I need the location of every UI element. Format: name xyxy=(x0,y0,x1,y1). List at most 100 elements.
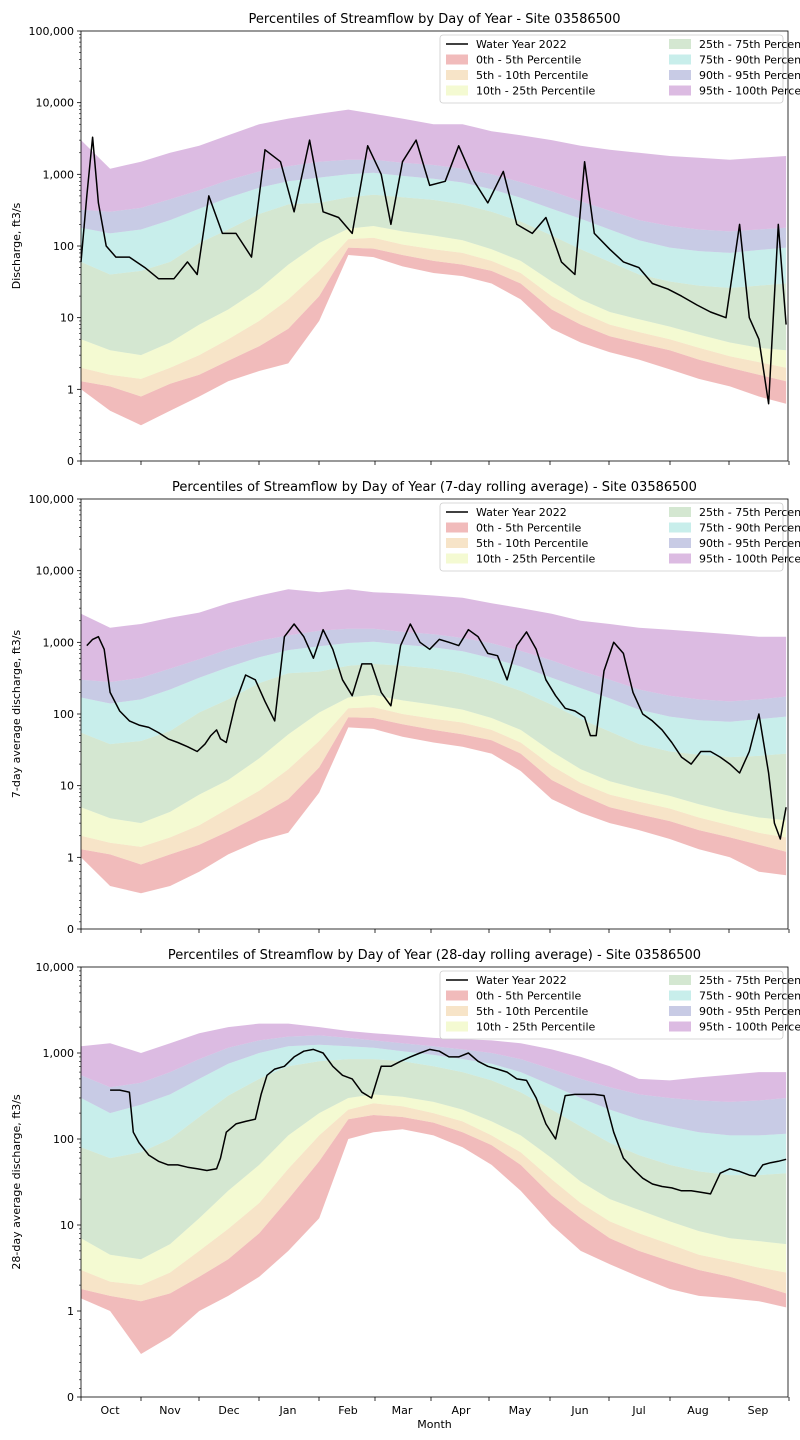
panel2-legend-label: 95th - 100th Percentile xyxy=(699,553,800,566)
panel3-x-tick-label: Jul xyxy=(631,1404,645,1417)
panel2-water-year-line xyxy=(86,623,787,840)
panel3-legend: Water Year 2022 0th - 5th Percentile 5th -… xyxy=(439,970,800,1040)
panel2-y-tick-label: 1,000 xyxy=(43,636,75,649)
panel1-legend-label: 0th - 5th Percentile xyxy=(476,54,582,67)
panel2-legend-label: 25th - 75th Percentile xyxy=(699,506,800,519)
panel3-x-tick-label: Dec xyxy=(218,1404,239,1417)
panel3-legend-swatch xyxy=(446,1021,468,1032)
panel3-legend-label: 90th - 95th Percentile xyxy=(699,1005,800,1018)
panel1-band-1 xyxy=(81,247,787,426)
panel2-legend-swatch xyxy=(446,522,468,533)
panel3-legend-label: 75th - 90th Percentile xyxy=(699,990,800,1003)
panel3-y-tick-label: 0 xyxy=(67,1391,74,1404)
panel2-y-tick-label: 1 xyxy=(67,851,74,864)
panel1-legend: Water Year 2022 0th - 5th Percentile 5th -… xyxy=(439,34,800,104)
panel1-legend-label: 75th - 90th Percentile xyxy=(699,54,800,67)
panel2-legend-box xyxy=(439,502,784,572)
panel2-legend-swatch xyxy=(669,553,691,564)
panel1-title: Percentiles of Streamflow by Day of Year… xyxy=(249,12,621,27)
panel2-legend-swatch xyxy=(669,507,691,517)
panel3-legend-label: 25th - 75th Percentile xyxy=(699,974,800,987)
panel3-band-1 xyxy=(81,1115,787,1354)
panel2-y-tick-label: 0 xyxy=(67,923,74,936)
panel3-x-tick-label: Oct xyxy=(100,1404,120,1417)
panel1-legend-swatch xyxy=(669,70,691,80)
panel1-legend-label: Water Year 2022 xyxy=(476,38,567,51)
panel3-plot: Percentiles of Streamflow by Day of Year… xyxy=(10,948,800,1431)
panel1-y-tick-label: 0 xyxy=(67,455,74,468)
panel1-legend-swatch xyxy=(446,85,468,96)
panel1-y-tick-label: 100,000 xyxy=(29,25,75,38)
panel3-band-3 xyxy=(81,1094,787,1286)
panel1-legend-box xyxy=(439,34,784,104)
panel3-legend-label: Water Year 2022 xyxy=(476,974,567,987)
panel3-x-tick-label: Jan xyxy=(279,1404,297,1417)
panel2-legend-label: 10th - 25th Percentile xyxy=(476,553,596,566)
panel2-legend-label: 0th - 5th Percentile xyxy=(476,522,582,535)
panel3-y-axis-label: 28-day average discharge, ft3/s xyxy=(10,1094,23,1270)
panel3-y-tick-label: 100 xyxy=(53,1133,74,1146)
panel1-band-6 xyxy=(81,159,787,253)
panel1-y-axis-label: Discharge, ft3/s xyxy=(10,202,23,289)
panel2-legend-swatch xyxy=(669,522,691,533)
panel3-legend-swatch xyxy=(669,975,691,985)
panel2-legend-label: 5th - 10th Percentile xyxy=(476,537,589,550)
panel1-legend-label: 10th - 25th Percentile xyxy=(476,85,596,98)
panel2-legend-swatch xyxy=(446,553,468,564)
panel2-band-4 xyxy=(81,663,787,824)
panel1-legend-label: 25th - 75th Percentile xyxy=(699,38,800,51)
panel1-plot: Percentiles of Streamflow by Day of Year… xyxy=(10,12,800,468)
panel3-x-tick-label: Apr xyxy=(451,1404,471,1417)
panel2-band-5 xyxy=(81,641,787,758)
panel3-legend-box xyxy=(439,970,784,1040)
panel3-legend-label: 0th - 5th Percentile xyxy=(476,990,582,1003)
panel1-legend-swatch xyxy=(669,85,691,96)
panel3-legend-swatch xyxy=(669,990,691,1001)
panel3-legend-swatch xyxy=(669,1006,691,1016)
panel1-legend-swatch xyxy=(446,70,468,80)
panel2-legend-label: 75th - 90th Percentile xyxy=(699,522,800,535)
panel3-x-tick-label: Sep xyxy=(748,1404,769,1417)
panel3-title: Percentiles of Streamflow by Day of Year… xyxy=(168,948,701,963)
panel1-legend-label: 90th - 95th Percentile xyxy=(699,69,800,82)
panel2-band-7 xyxy=(81,589,787,702)
panel1-legend-swatch xyxy=(446,54,468,65)
panel2-plot: Percentiles of Streamflow by Day of Year… xyxy=(10,480,800,936)
panel3-x-tick-label: Aug xyxy=(687,1404,708,1417)
panel3-x-axis-label: Month xyxy=(417,1418,452,1431)
panel2-y-tick-label: 100 xyxy=(53,708,74,721)
panel1-legend-label: 95th - 100th Percentile xyxy=(699,85,800,98)
panel2-band-2 xyxy=(81,707,787,865)
panel3-y-tick-label: 10 xyxy=(60,1219,74,1232)
panel2-y-axis-label: 7-day average discharge, ft3/s xyxy=(10,630,23,799)
panel3-y-tick-label: 1,000 xyxy=(43,1047,75,1060)
panel2-legend: Water Year 2022 0th - 5th Percentile 5th -… xyxy=(439,502,800,572)
panel3-x-tick-label: Jun xyxy=(570,1404,588,1417)
panel1-y-tick-label: 10,000 xyxy=(36,97,75,110)
panel3-band-2 xyxy=(81,1103,787,1302)
panel3-legend-swatch xyxy=(446,1006,468,1016)
panel2-band-1 xyxy=(81,717,787,894)
panel1-y-tick-label: 10 xyxy=(60,312,74,325)
panel3-band-6 xyxy=(81,1035,787,1136)
panel3-axes-frame xyxy=(80,966,789,1398)
panel2-legend-swatch xyxy=(446,538,468,548)
panel2-y-tick-label: 100,000 xyxy=(29,493,75,506)
panel1-legend-label: 5th - 10th Percentile xyxy=(476,69,589,82)
panel2-legend-label: 90th - 95th Percentile xyxy=(699,537,800,550)
panel3-water-year-line xyxy=(110,1048,787,1195)
panel1-legend-swatch xyxy=(669,39,691,49)
panel3-legend-swatch xyxy=(446,990,468,1001)
panel3-x-tick-label: Nov xyxy=(159,1404,181,1417)
panel1-y-tick-label: 100 xyxy=(53,240,74,253)
panel3-legend-label: 95th - 100th Percentile xyxy=(699,1021,800,1034)
panel1-band-3 xyxy=(81,226,787,379)
panel3-legend-label: 10th - 25th Percentile xyxy=(476,1021,596,1034)
panel2-title: Percentiles of Streamflow by Day of Year… xyxy=(172,480,697,495)
panel1-band-7 xyxy=(81,109,787,232)
panel3-band-5 xyxy=(81,1044,787,1176)
panel3-x-tick-label: Mar xyxy=(392,1404,413,1417)
panel1-y-tick-label: 1,000 xyxy=(43,168,75,181)
panel3-legend-label: 5th - 10th Percentile xyxy=(476,1005,589,1018)
